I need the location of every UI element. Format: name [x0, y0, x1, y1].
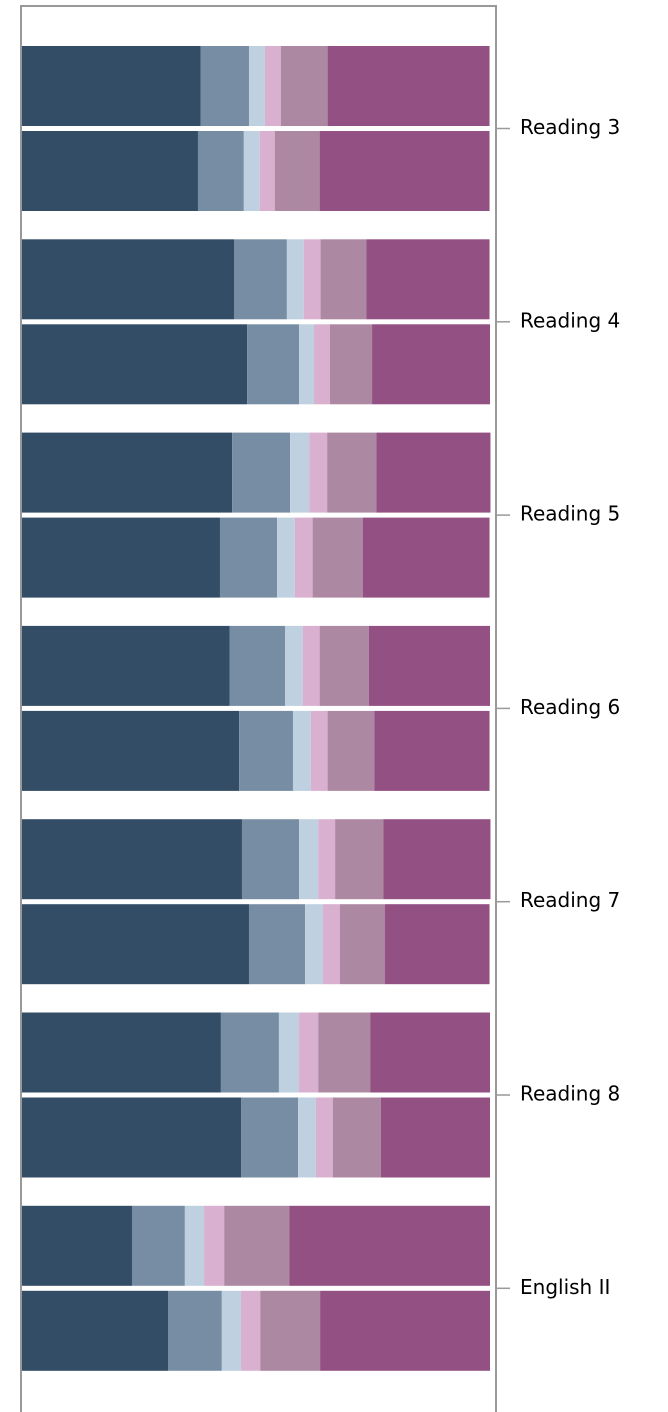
bar-segment	[299, 1012, 319, 1093]
bar-segment	[318, 1012, 371, 1093]
category-label: Reading 7	[520, 888, 620, 912]
bar-segment	[327, 710, 375, 791]
bar-segment	[168, 1290, 222, 1371]
bar-segment	[302, 625, 320, 706]
bar-segment	[243, 131, 260, 211]
bar-segment	[299, 324, 315, 405]
bar-segment	[366, 239, 490, 320]
bar-segment	[322, 904, 340, 985]
bar-segment	[204, 1205, 225, 1286]
bar-segment	[370, 1012, 490, 1093]
bar-segment	[280, 46, 328, 126]
bar-segment	[22, 46, 201, 126]
bar-segment	[314, 324, 330, 405]
bar-segment	[329, 324, 373, 405]
bar-segment	[309, 432, 328, 513]
bar-segment	[22, 1290, 169, 1371]
bar-segment	[298, 1097, 316, 1178]
bar-segment	[22, 1012, 221, 1093]
plot-frame	[20, 5, 497, 1412]
bar-segment	[22, 1205, 132, 1286]
bar-segment	[22, 239, 235, 320]
bar-segment	[197, 131, 244, 211]
bar-segment	[247, 324, 300, 405]
bar-segment	[22, 710, 240, 791]
bar-segment	[305, 904, 323, 985]
bar-segment	[285, 625, 303, 706]
bar-segment	[264, 46, 281, 126]
bar-segment	[335, 819, 384, 900]
bar-segment	[339, 904, 385, 985]
bar-segment	[22, 131, 198, 211]
bar-segment	[380, 1097, 490, 1178]
category-label: Reading 5	[520, 502, 620, 526]
bar-segment	[22, 625, 230, 706]
bar-segment	[239, 710, 293, 791]
bar-segment	[184, 1205, 205, 1286]
bar-segment	[320, 239, 367, 320]
bar-segment	[294, 517, 313, 598]
bar-segment	[383, 819, 491, 900]
bar-segment	[241, 1290, 261, 1371]
bar-segment	[327, 432, 377, 513]
bar-segment	[303, 239, 321, 320]
bar-segment	[260, 1290, 321, 1371]
bar-segment	[248, 46, 265, 126]
bar-segment	[372, 324, 490, 405]
bar-segment	[200, 46, 249, 126]
bar-segment	[320, 1290, 490, 1371]
bar-segment	[318, 819, 336, 900]
bar-segment	[232, 432, 291, 513]
bar-segment	[241, 819, 300, 900]
bar-segment	[289, 1205, 490, 1286]
bar-segment	[278, 1012, 300, 1093]
bar-segment	[290, 432, 310, 513]
bar-segment	[224, 1205, 290, 1286]
bar-segment	[327, 46, 490, 126]
bar-segment	[319, 131, 490, 211]
bar-segment	[274, 131, 320, 211]
bar-segment	[368, 625, 490, 706]
bar-segment	[22, 904, 249, 985]
bar-segment	[22, 324, 248, 405]
bar-segment	[362, 517, 490, 598]
bar-segment	[315, 1097, 333, 1178]
bar-segment	[292, 710, 311, 791]
bar-segment	[229, 625, 286, 706]
bar-segment	[277, 517, 295, 598]
bar-segment	[131, 1205, 185, 1286]
bar-segment	[312, 517, 363, 598]
bar-segment	[259, 131, 275, 211]
plot	[22, 46, 491, 1371]
bar-segment	[384, 904, 490, 985]
bar-segment	[241, 1097, 299, 1178]
category-label: Reading 3	[520, 115, 620, 139]
bar-segment	[319, 625, 369, 706]
bar-segment	[286, 239, 304, 320]
bar-segment	[221, 1290, 242, 1371]
bar-segment	[234, 239, 287, 320]
bar-segment	[220, 1012, 279, 1093]
bar-segment	[22, 1097, 242, 1178]
bar-segment	[219, 517, 278, 598]
category-label: Reading 8	[520, 1082, 620, 1106]
bar-segment	[248, 904, 306, 985]
bar-segment	[22, 517, 220, 598]
bar-segment	[310, 710, 328, 791]
bar-segment	[22, 819, 242, 900]
bar-segment	[299, 819, 319, 900]
bar-segment	[22, 432, 233, 513]
category-label: Reading 6	[520, 695, 620, 719]
category-label: English II	[520, 1275, 610, 1299]
bar-segment	[374, 710, 490, 791]
category-label: Reading 4	[520, 308, 620, 332]
bar-segment	[332, 1097, 381, 1178]
bar-segment	[376, 432, 491, 513]
